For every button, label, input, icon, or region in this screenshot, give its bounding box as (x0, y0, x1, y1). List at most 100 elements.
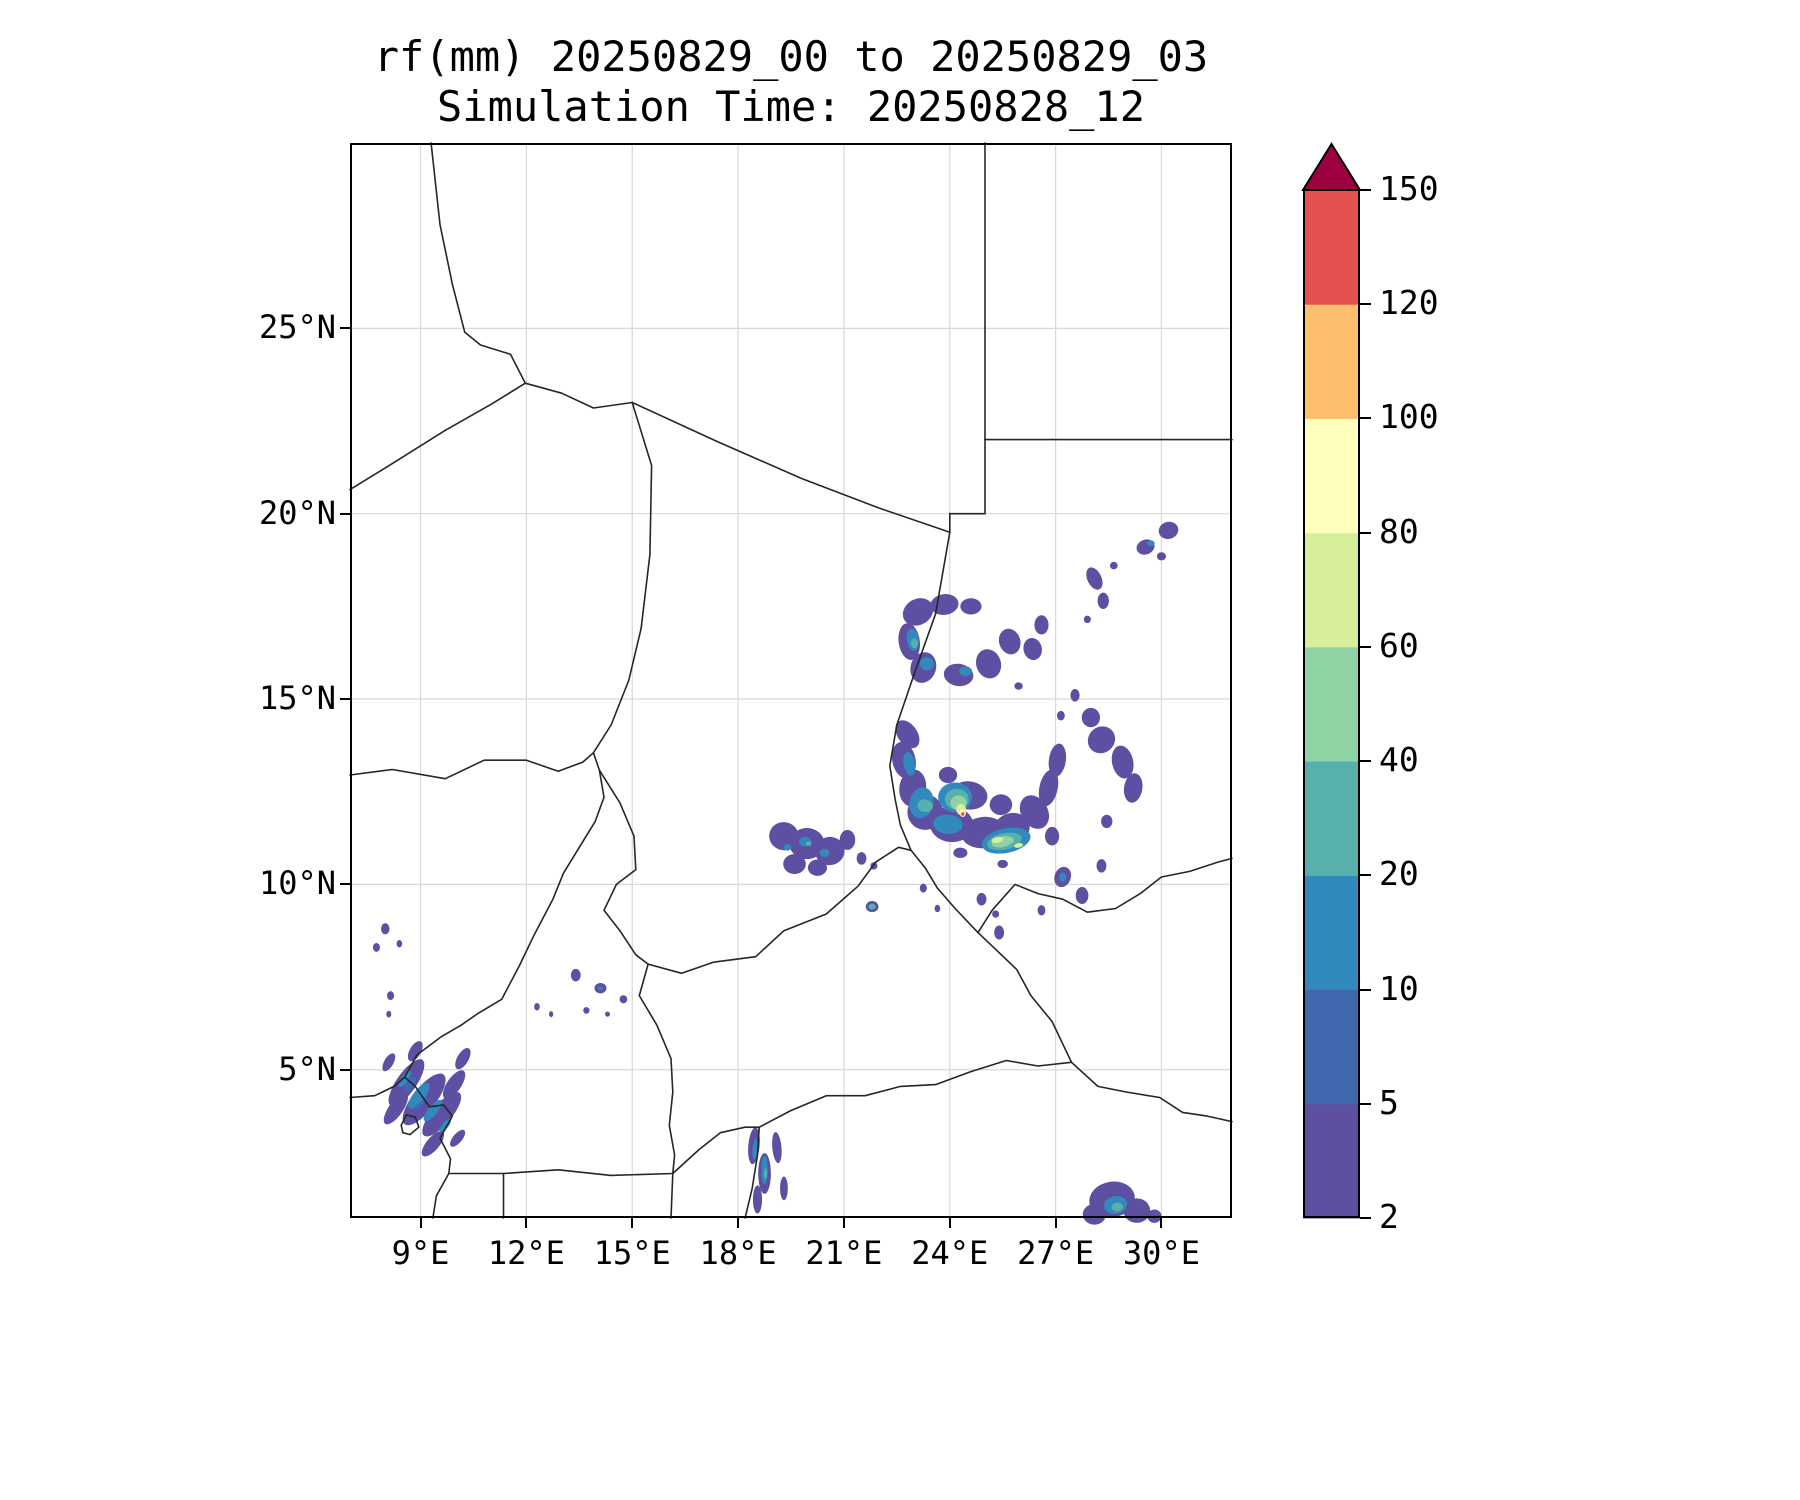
rain-cell (1082, 1203, 1107, 1225)
border-congo-car (671, 1126, 761, 1175)
rain-cell (783, 843, 792, 851)
rain-cell (992, 910, 1000, 918)
rain-cell (805, 841, 812, 846)
rain-cell (386, 1010, 392, 1018)
border-lake-chad-link (592, 751, 601, 772)
colorbar-segment (1303, 761, 1360, 876)
colorbar-tick-label: 80 (1379, 511, 1419, 551)
rain-cell (815, 836, 845, 866)
x-tick-mark (631, 1218, 634, 1228)
rain-cell (1038, 769, 1059, 807)
rain-cell (1096, 859, 1107, 873)
y-tick-label: 5°N (278, 1049, 336, 1088)
colorbar-tick-mark (1360, 531, 1371, 534)
rain-cell (961, 812, 965, 816)
rain-cell (1136, 539, 1155, 555)
rain-cell (1057, 710, 1065, 721)
x-tick-mark (737, 1218, 740, 1228)
colorbar-segment (1303, 1103, 1360, 1219)
rain-cell (442, 1070, 466, 1099)
y-tick-label: 10°N (258, 864, 336, 903)
rain-cell (1123, 1198, 1151, 1223)
border-drc-ssudan (1070, 1061, 1233, 1123)
colorbar-tick-label: 2 (1379, 1197, 1399, 1236)
rain-cell (450, 1129, 466, 1147)
colorbar: 2 5 10 20 40 60 80 100 120 150 (1301, 142, 1483, 1243)
rain-cell (1034, 615, 1049, 635)
rain-cell (387, 991, 395, 1001)
rain-cell (919, 883, 927, 893)
rain-cell (856, 852, 867, 865)
rain-cell (1014, 843, 1024, 848)
rain-cell (1037, 905, 1046, 916)
y-tick-label: 20°N (258, 493, 336, 532)
rain-cell (1097, 592, 1109, 609)
rain-cell (1111, 1202, 1123, 1212)
border-bioko-island (400, 1114, 420, 1136)
plot-title-line2: Simulation Time: 20250828_12 (436, 82, 1146, 131)
colorbar-tick-mark (1360, 645, 1371, 648)
x-tick-mark (419, 1218, 422, 1228)
colorbar-segment (1303, 875, 1360, 991)
rain-cell (868, 903, 876, 910)
border-algeria-libya (430, 142, 527, 384)
rain-cell (1083, 615, 1091, 624)
border-cameroon-chad (598, 769, 649, 965)
rain-cell (381, 923, 390, 935)
rain-cell (807, 859, 827, 876)
border-libya-chad (631, 401, 951, 534)
rain-cell (989, 794, 1013, 816)
rain-cell (1048, 743, 1067, 777)
border-chad-sudan (888, 531, 951, 852)
rain-cell (1158, 521, 1179, 539)
x-tick-mark (1160, 1218, 1163, 1228)
rain-cell (991, 836, 1004, 844)
rain-cell (997, 859, 1008, 869)
colorbar-tick-label: 20 (1379, 854, 1419, 894)
rain-cell (943, 663, 974, 687)
colorbar-tick-mark (1360, 760, 1371, 763)
rain-cell (910, 638, 919, 649)
colorbar-tick-mark (1360, 1217, 1371, 1219)
border-chad-niger (592, 401, 653, 754)
colorbar-over-arrow (1301, 142, 1362, 191)
x-tick-label: 27°E (1017, 1234, 1095, 1272)
plot-frame (350, 143, 1232, 1218)
rain-cell (903, 752, 916, 776)
rain-cell (1101, 814, 1113, 829)
x-tick-label: 15°E (593, 1234, 671, 1272)
y-tick-mark (340, 698, 350, 701)
colorbar-tick-mark (1360, 303, 1371, 306)
colorbar-tick-mark (1360, 874, 1371, 877)
rain-cell (396, 939, 403, 948)
rain-cell (902, 598, 934, 626)
rain-cell (408, 1082, 430, 1109)
rain-cell (421, 1131, 445, 1157)
rain-cell (976, 892, 987, 906)
x-tick-label: 24°E (911, 1234, 989, 1272)
rain-cell (752, 1185, 763, 1214)
rain-cell (895, 720, 920, 749)
x-tick-mark (1054, 1218, 1057, 1228)
rain-cell (407, 1041, 423, 1062)
colorbar-segment (1303, 418, 1360, 534)
rain-cell (994, 925, 1005, 940)
rain-cell (953, 847, 968, 859)
rain-cell (1081, 707, 1101, 728)
rain-cell (534, 1003, 540, 1011)
rain-cell (763, 1168, 768, 1179)
colorbar-tick-label: 40 (1379, 740, 1419, 780)
y-tick-mark (340, 883, 350, 886)
rain-cell (583, 1007, 590, 1014)
map-plot (349, 142, 1233, 1225)
rain-cell (783, 853, 806, 874)
rain-cell (403, 1076, 417, 1093)
plot-title-line1: rf(mm) 20250829_00 to 20250829_03 (373, 32, 1209, 81)
x-tick-label: 12°E (487, 1234, 565, 1272)
colorbar-tick-label: 5 (1379, 1082, 1399, 1122)
border-cameroon-car (638, 963, 676, 1175)
rain-cell (1123, 773, 1143, 803)
rain-cell (919, 657, 934, 671)
rain-cell (975, 649, 1002, 679)
border-niger-nigeria (349, 751, 595, 780)
